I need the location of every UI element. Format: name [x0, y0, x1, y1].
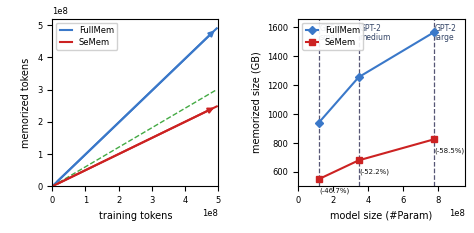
- Line: FullMem: FullMem: [316, 30, 437, 126]
- Text: medium: medium: [359, 33, 391, 42]
- X-axis label: training tokens: training tokens: [99, 211, 172, 221]
- Line: SeMem: SeMem: [316, 137, 437, 182]
- Text: large: large: [435, 33, 454, 42]
- Text: GPT-2: GPT-2: [319, 24, 341, 33]
- FullMem: [316, 121, 321, 124]
- SeMem: [316, 178, 321, 181]
- Text: small: small: [319, 33, 340, 42]
- X-axis label: model size (#Param): model size (#Param): [330, 211, 432, 221]
- Text: GPT-2: GPT-2: [435, 24, 456, 33]
- Text: (-46.7%): (-46.7%): [319, 187, 350, 194]
- Text: (-52.2%): (-52.2%): [359, 168, 390, 175]
- Legend: FullMem, SeMem: FullMem, SeMem: [56, 23, 117, 50]
- Y-axis label: memorized tokens: memorized tokens: [21, 57, 31, 148]
- Legend: FullMem, SeMem: FullMem, SeMem: [302, 23, 364, 50]
- Y-axis label: memorized size (GB): memorized size (GB): [252, 52, 262, 153]
- FullMem: [356, 76, 362, 79]
- FullMem: [431, 31, 437, 34]
- Text: (-58.5%): (-58.5%): [435, 147, 465, 154]
- SeMem: [356, 159, 362, 162]
- SeMem: [431, 138, 437, 141]
- Text: GPT-2: GPT-2: [359, 24, 382, 33]
